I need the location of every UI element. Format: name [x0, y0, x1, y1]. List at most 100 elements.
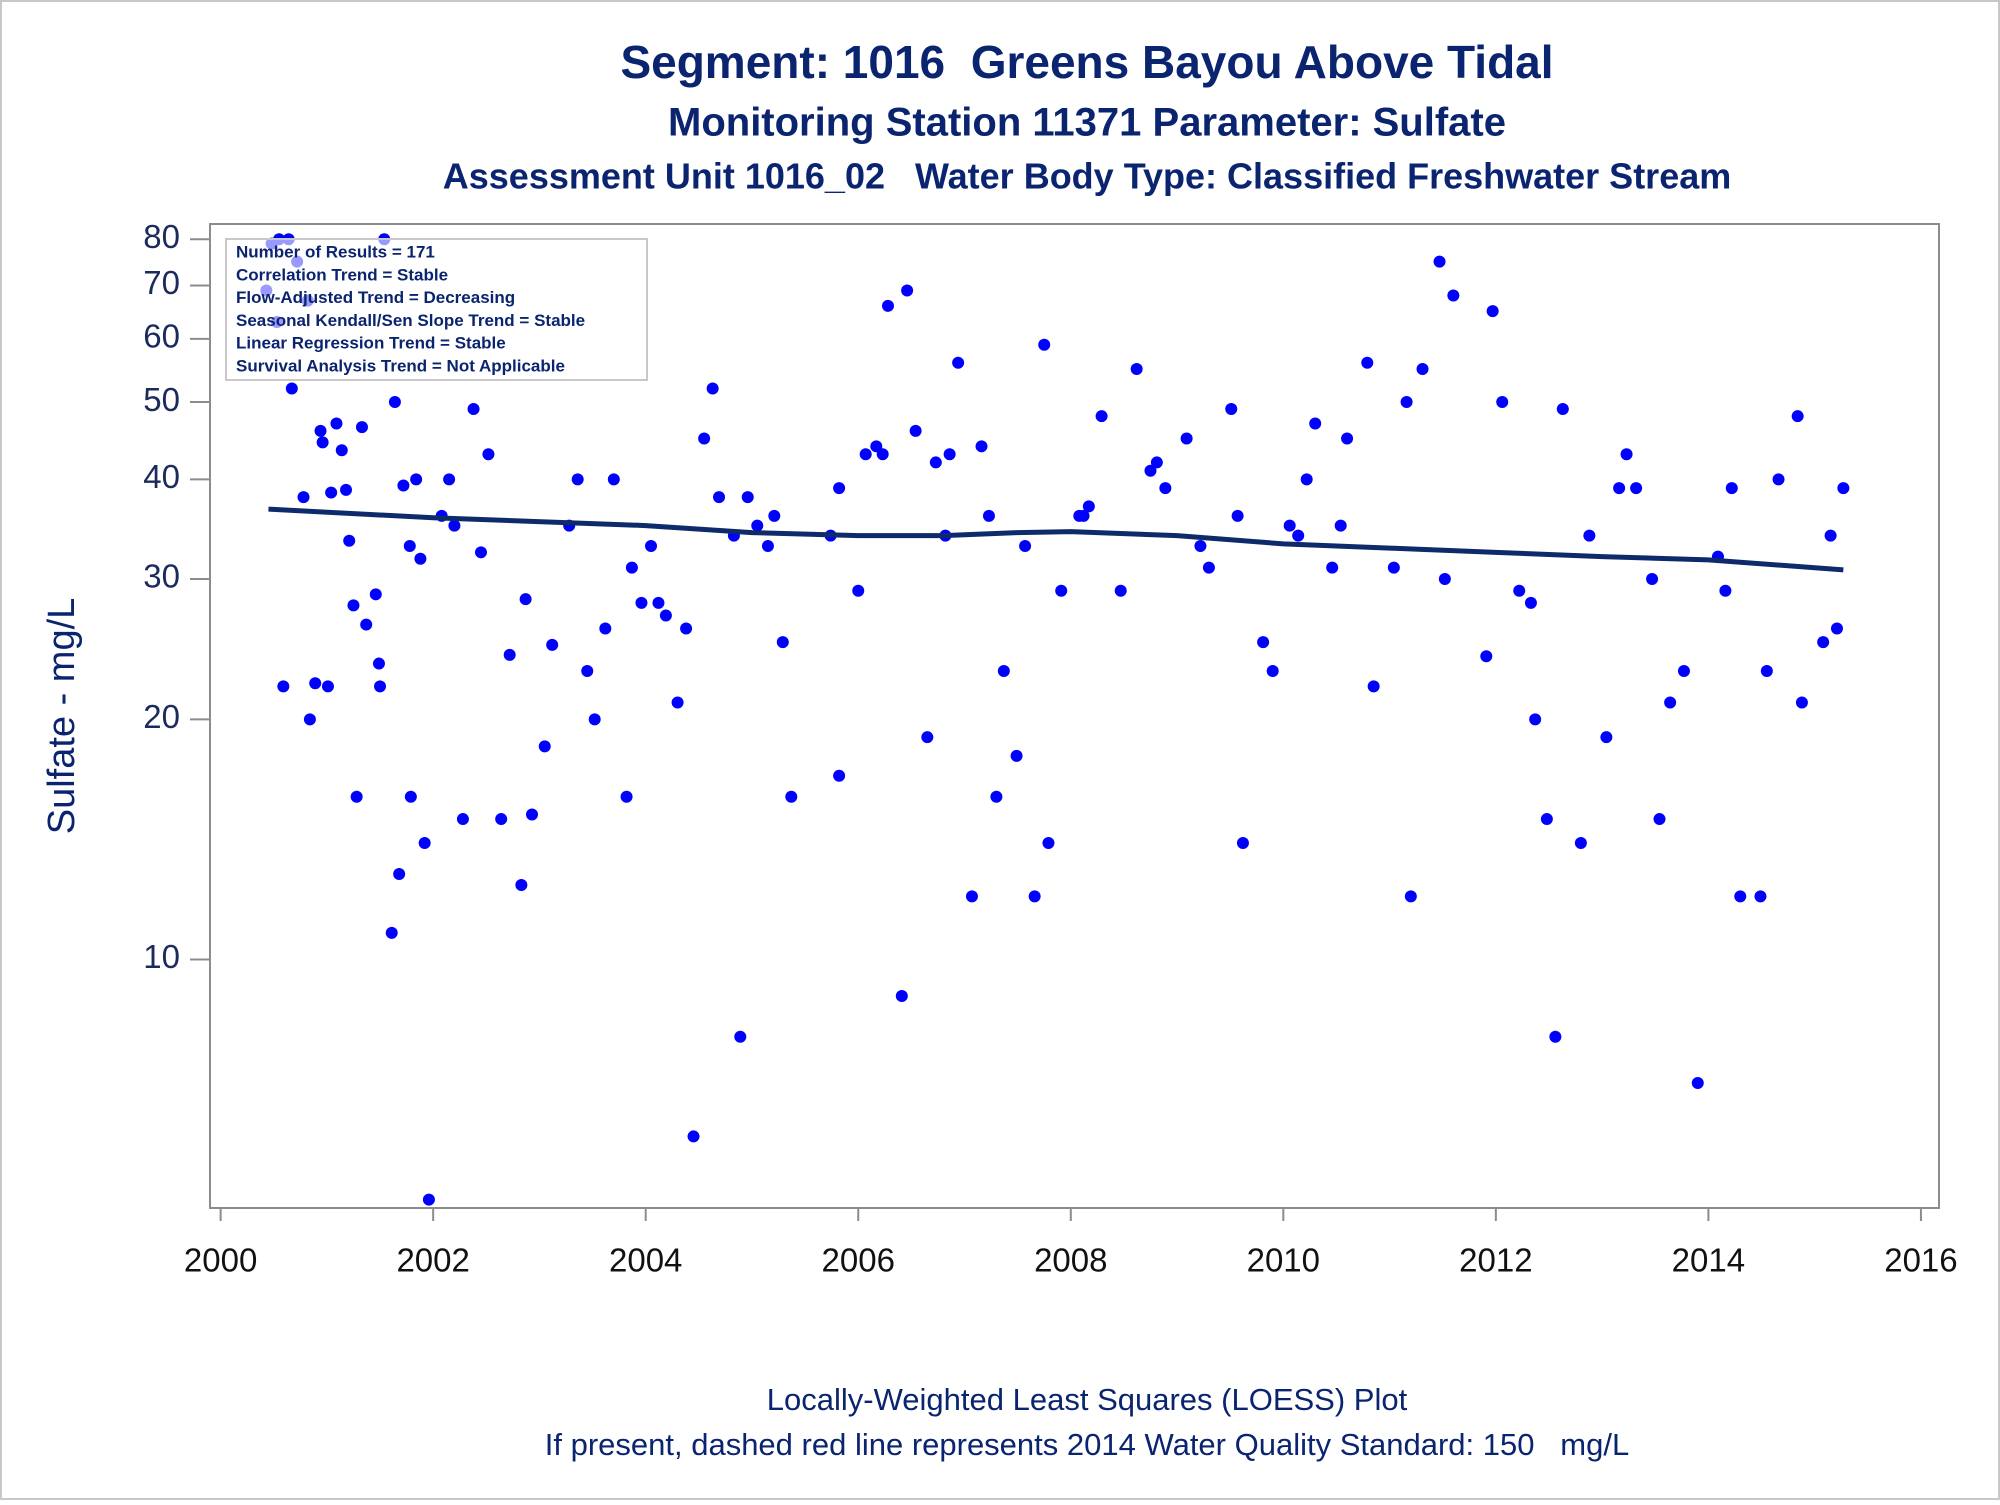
data-point: [309, 677, 322, 690]
data-point: [519, 593, 532, 606]
data-point: [372, 657, 385, 670]
data-point: [414, 552, 427, 565]
data-point: [1540, 813, 1553, 826]
data-point: [1754, 890, 1767, 903]
data-point: [659, 609, 672, 622]
data-point: [876, 448, 889, 461]
stats-line: Flow-Adjusted Trend = Decreasing: [236, 288, 515, 307]
data-point: [859, 448, 872, 461]
data-point: [503, 648, 516, 661]
data-point: [418, 836, 431, 849]
stats-line: Number of Results = 171: [236, 242, 435, 261]
x-tick-label: 2002: [396, 1242, 469, 1279]
data-point: [343, 534, 356, 547]
data-point: [1496, 396, 1509, 409]
data-point: [1130, 363, 1143, 376]
data-point: [1630, 482, 1643, 495]
data-point: [761, 539, 774, 552]
data-point: [635, 596, 648, 609]
data-point: [374, 680, 387, 693]
data-point: [1042, 836, 1055, 849]
data-point: [474, 546, 487, 559]
data-point: [785, 790, 798, 803]
data-point: [1734, 890, 1747, 903]
data-point: [1486, 305, 1499, 318]
data-point: [1055, 584, 1068, 597]
data-point: [1772, 473, 1785, 486]
data-point: [1010, 749, 1023, 762]
y-tick-label: 50: [143, 381, 180, 418]
data-point: [403, 539, 416, 552]
data-point: [734, 1030, 747, 1043]
x-tick-label: 2014: [1672, 1242, 1745, 1279]
data-point: [330, 417, 343, 430]
data-point: [581, 665, 594, 678]
data-point: [698, 432, 711, 445]
data-point: [525, 808, 538, 821]
data-point: [1028, 890, 1041, 903]
chart-title: Monitoring Station 11371 Parameter: Sulf…: [668, 101, 1506, 145]
data-point: [1341, 432, 1354, 445]
data-point: [340, 483, 353, 496]
data-point: [1653, 813, 1666, 826]
data-point: [448, 519, 461, 532]
data-point: [1646, 572, 1659, 585]
data-point: [443, 473, 456, 486]
data-point: [1202, 561, 1215, 574]
data-point: [671, 696, 684, 709]
data-point: [495, 813, 508, 826]
data-point: [645, 539, 658, 552]
data-point: [1513, 584, 1526, 597]
footnote: Locally-Weighted Least Squares (LOESS) P…: [767, 1382, 1408, 1417]
data-point: [982, 509, 995, 522]
stats-box: [225, 238, 648, 381]
data-point: [538, 740, 551, 753]
data-point: [1114, 584, 1127, 597]
data-point: [1367, 680, 1380, 693]
x-tick-label: 2004: [609, 1242, 682, 1279]
data-point: [1082, 500, 1095, 513]
data-point: [997, 665, 1010, 678]
data-point: [1795, 696, 1808, 709]
stats-line: Linear Regression Trend = Stable: [236, 334, 506, 353]
data-point: [1574, 836, 1587, 849]
data-point: [1159, 482, 1172, 495]
data-point: [965, 890, 978, 903]
loess-line: [268, 506, 1844, 573]
x-tick-label: 2016: [1884, 1242, 1957, 1279]
data-point: [1524, 596, 1537, 609]
data-point: [369, 588, 382, 601]
x-tick-label: 2000: [184, 1242, 257, 1279]
data-point: [355, 421, 368, 434]
data-point: [1019, 539, 1032, 552]
data-point: [833, 482, 846, 495]
data-point: [1309, 417, 1322, 430]
data-point: [741, 491, 754, 504]
data-point: [1613, 482, 1626, 495]
data-point: [1300, 473, 1313, 486]
data-point: [1837, 482, 1850, 495]
data-point: [321, 680, 334, 693]
data-point: [620, 790, 633, 803]
data-point: [285, 382, 298, 395]
data-point: [1691, 1077, 1704, 1090]
data-point: [1231, 509, 1244, 522]
x-tick-label: 2012: [1459, 1242, 1532, 1279]
data-point: [588, 713, 601, 726]
data-point: [870, 440, 883, 453]
data-point: [852, 584, 865, 597]
data-point: [1225, 403, 1238, 416]
data-point: [1095, 410, 1108, 423]
data-point: [1283, 519, 1296, 532]
data-point: [515, 878, 528, 891]
data-point: [929, 456, 942, 469]
data-point: [990, 790, 1003, 803]
data-point: [1334, 519, 1347, 532]
data-point: [1830, 622, 1843, 635]
data-point: [422, 1193, 435, 1206]
stats-line: Seasonal Kendall/Sen Slope Trend = Stabl…: [236, 311, 585, 330]
data-point: [360, 618, 373, 631]
data-point: [1077, 509, 1090, 522]
y-axis-label: Sulfate - mg/L: [41, 598, 83, 835]
